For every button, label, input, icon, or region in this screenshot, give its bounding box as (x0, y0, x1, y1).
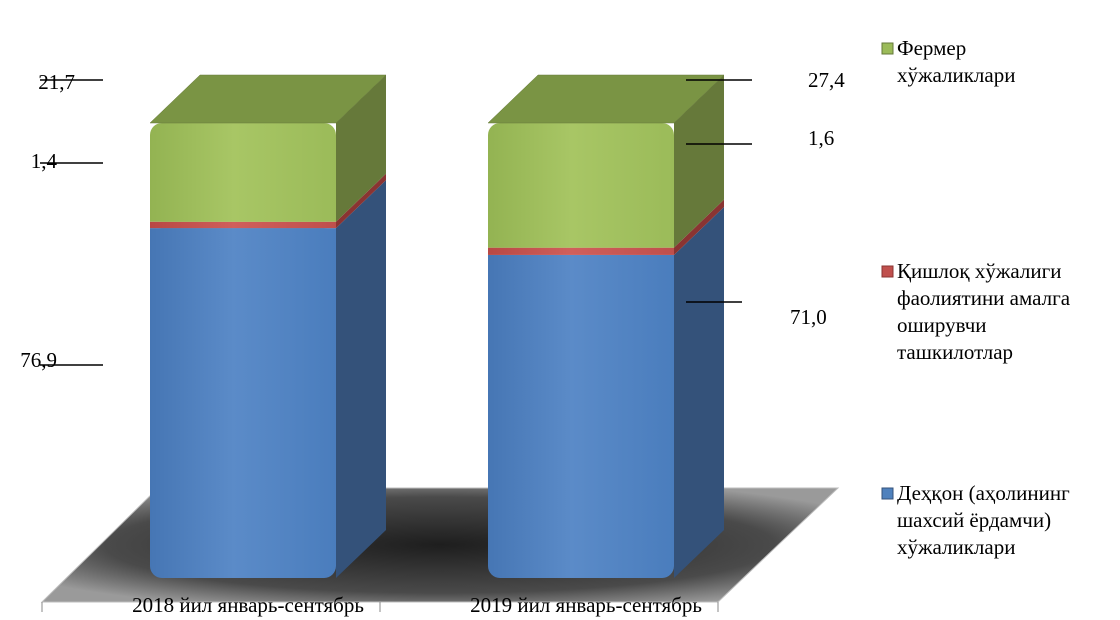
bar-side-face (336, 173, 386, 229)
bar-segment (150, 123, 336, 222)
bar-stack (487, 74, 725, 578)
legend-label: шахсий ёрдамчи) (897, 508, 1051, 532)
x-tick-label: 2018 йил январь-сентябрь (132, 593, 364, 617)
legend-swatch (881, 487, 894, 500)
data-label: 76,9 (20, 348, 57, 372)
legend-label: фаолиятини амалга (897, 286, 1071, 310)
legend-label: ташкилотлар (897, 340, 1013, 364)
legend-swatch (881, 265, 894, 278)
bar-side-face (336, 75, 386, 222)
bar-segment-joint (488, 254, 674, 267)
x-tick-label: 2019 йил январь-сентябрь (470, 593, 702, 617)
bar-side-face (674, 206, 724, 578)
legend-label: оширувчи (897, 313, 987, 337)
bar-segment (150, 221, 336, 229)
bar-top-face (149, 74, 387, 124)
bar-side-face (674, 75, 724, 248)
legend-entry: Қишлоқ хўжалиги фаолиятини амалга оширувчи… (881, 259, 1071, 364)
legend-entry: Деҳқон (аҳолининг шахсий ёрдамчи) хўжаликл… (881, 481, 1070, 559)
bar-side-face (674, 199, 724, 255)
bar-segment (488, 254, 674, 578)
legend-label: хўжаликлари (897, 63, 1015, 87)
legend-entry: Фермер хўжаликлари (881, 36, 1015, 87)
legend-swatch (881, 42, 894, 55)
legend-label: Қишлоқ хўжалиги (897, 259, 1061, 283)
bar-side-face (336, 180, 386, 579)
bar-stack (149, 74, 387, 579)
data-label: 27,4 (808, 68, 845, 92)
data-label: 1,4 (31, 149, 58, 173)
legend-label: хўжаликлари (897, 535, 1015, 559)
data-label: 71,0 (790, 305, 827, 329)
bar-segment (488, 123, 674, 248)
bar-top-face (487, 74, 725, 124)
legend-label: Фермер (897, 36, 966, 60)
data-label: 1,6 (808, 126, 834, 150)
data-label: 21,7 (38, 70, 75, 94)
bar-segment (488, 247, 674, 255)
legend-label: Деҳқон (аҳолининг (897, 481, 1070, 505)
bar-segment-joint (150, 209, 336, 222)
bar-segment-joint (488, 235, 674, 248)
bar-segment-joint (150, 228, 336, 241)
bar-segment (150, 228, 336, 579)
